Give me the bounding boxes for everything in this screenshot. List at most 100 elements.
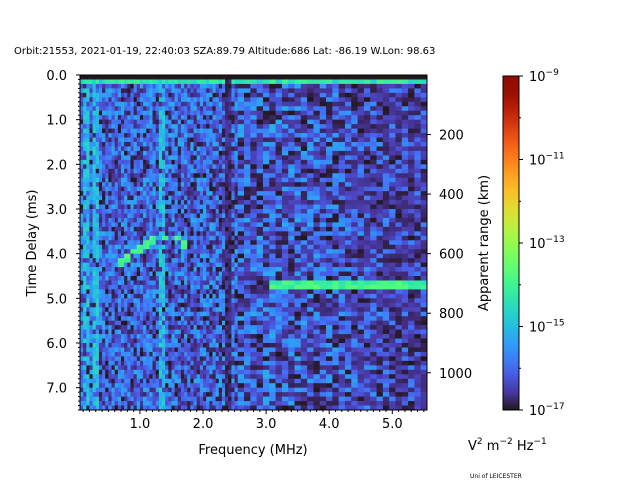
heatmap-cell <box>133 276 138 281</box>
heatmap-cell <box>300 396 308 402</box>
heatmap-cell <box>225 383 229 389</box>
heatmap-cell <box>319 253 327 259</box>
heatmap-cell <box>114 195 119 201</box>
heatmap-cell <box>108 164 112 170</box>
heatmap-cell <box>152 124 157 129</box>
heatmap-cell <box>136 271 141 277</box>
heatmap-cell <box>168 356 172 362</box>
heatmap-cell <box>319 213 327 219</box>
heatmap-cell <box>168 168 172 174</box>
heatmap-cell <box>288 146 295 152</box>
heatmap-cell <box>136 307 141 313</box>
heatmap-cell <box>203 150 207 156</box>
heatmap-cell <box>338 253 346 259</box>
heatmap-cell <box>250 186 258 192</box>
heatmap-cell <box>228 307 232 313</box>
heatmap-cell <box>127 369 131 375</box>
heatmap-cell <box>108 222 112 228</box>
heatmap-cell <box>80 209 84 214</box>
heatmap-cell <box>86 320 90 326</box>
heatmap-cell <box>225 106 229 112</box>
heatmap-cell <box>332 150 340 156</box>
heatmap-cell <box>218 217 223 223</box>
heatmap-cell <box>209 334 213 339</box>
heatmap-cell <box>319 347 327 353</box>
heatmap-cell <box>158 213 163 219</box>
heatmap-cell <box>130 298 135 304</box>
heatmap-cell <box>130 351 135 357</box>
heatmap-cell <box>136 75 141 80</box>
heatmap-cell <box>231 217 235 223</box>
heatmap-cell <box>275 320 283 326</box>
heatmap-cell <box>171 267 176 272</box>
heatmap-cell <box>256 173 264 179</box>
heatmap-cell <box>124 284 128 290</box>
heatmap-cell <box>294 356 302 362</box>
heatmap-cell <box>237 177 245 183</box>
heatmap-cell <box>281 240 289 246</box>
heatmap-cell <box>89 191 94 196</box>
heatmap-cell <box>111 258 116 263</box>
heatmap-cell <box>89 325 94 330</box>
heatmap-cell <box>162 186 166 192</box>
heatmap-cell <box>102 240 106 246</box>
heatmap-cell <box>165 213 169 219</box>
heatmap-cell <box>174 276 179 281</box>
heatmap-cell <box>130 316 135 322</box>
heatmap-cell <box>162 226 166 232</box>
heatmap-cell <box>121 374 125 380</box>
heatmap-cell <box>136 253 141 259</box>
heatmap-cell <box>162 396 166 402</box>
heatmap-cell <box>89 365 94 371</box>
heatmap-cell <box>215 159 220 165</box>
heatmap-cell <box>95 347 100 353</box>
heatmap-cell <box>281 119 289 125</box>
heatmap-cell <box>269 351 276 357</box>
heatmap-cell <box>136 369 141 375</box>
heatmap-cell <box>275 191 283 196</box>
heatmap-cell <box>313 383 321 389</box>
heatmap-cell <box>269 110 276 116</box>
heatmap-cell <box>262 168 270 174</box>
heatmap-cell <box>105 338 109 344</box>
heatmap-cell <box>174 405 179 411</box>
heatmap-cell <box>225 284 229 290</box>
heatmap-cell <box>281 289 289 295</box>
heatmap-cell <box>294 401 302 406</box>
heatmap-cell <box>139 276 144 281</box>
heatmap-cell <box>332 235 340 241</box>
heatmap-cell <box>326 97 333 103</box>
heatmap-cell <box>256 182 264 188</box>
heatmap-cell <box>237 320 245 326</box>
heatmap-cell <box>193 97 198 103</box>
heatmap-cell <box>86 209 90 214</box>
heatmap-cell <box>177 258 182 263</box>
heatmap-cell <box>108 365 112 371</box>
heatmap-cell <box>152 226 157 232</box>
heatmap-cell <box>155 284 160 290</box>
heatmap-cell <box>105 155 109 161</box>
heatmap-cell <box>92 195 97 201</box>
heatmap-cell <box>180 271 185 277</box>
heatmap-cell <box>338 222 346 228</box>
heatmap-cell <box>102 320 106 326</box>
heatmap-cell <box>174 293 179 299</box>
heatmap-cell <box>300 182 308 188</box>
heatmap-cell <box>86 360 90 366</box>
heatmap-cell <box>80 244 84 250</box>
heatmap-cell <box>143 262 147 268</box>
heatmap-cell <box>127 325 131 330</box>
heatmap-cell <box>237 396 245 402</box>
heatmap-cell <box>168 217 172 223</box>
heatmap-cell <box>221 311 226 317</box>
heatmap-cell <box>203 186 207 192</box>
heatmap-cell <box>244 164 251 170</box>
heatmap-cell <box>130 347 135 353</box>
heatmap-cell <box>89 289 94 295</box>
heatmap-cell <box>177 334 182 339</box>
heatmap-cell <box>86 378 90 384</box>
heatmap-cell <box>139 334 144 339</box>
heatmap-cell <box>114 137 119 143</box>
heatmap-cell <box>152 347 157 353</box>
heatmap-cell <box>136 173 141 179</box>
